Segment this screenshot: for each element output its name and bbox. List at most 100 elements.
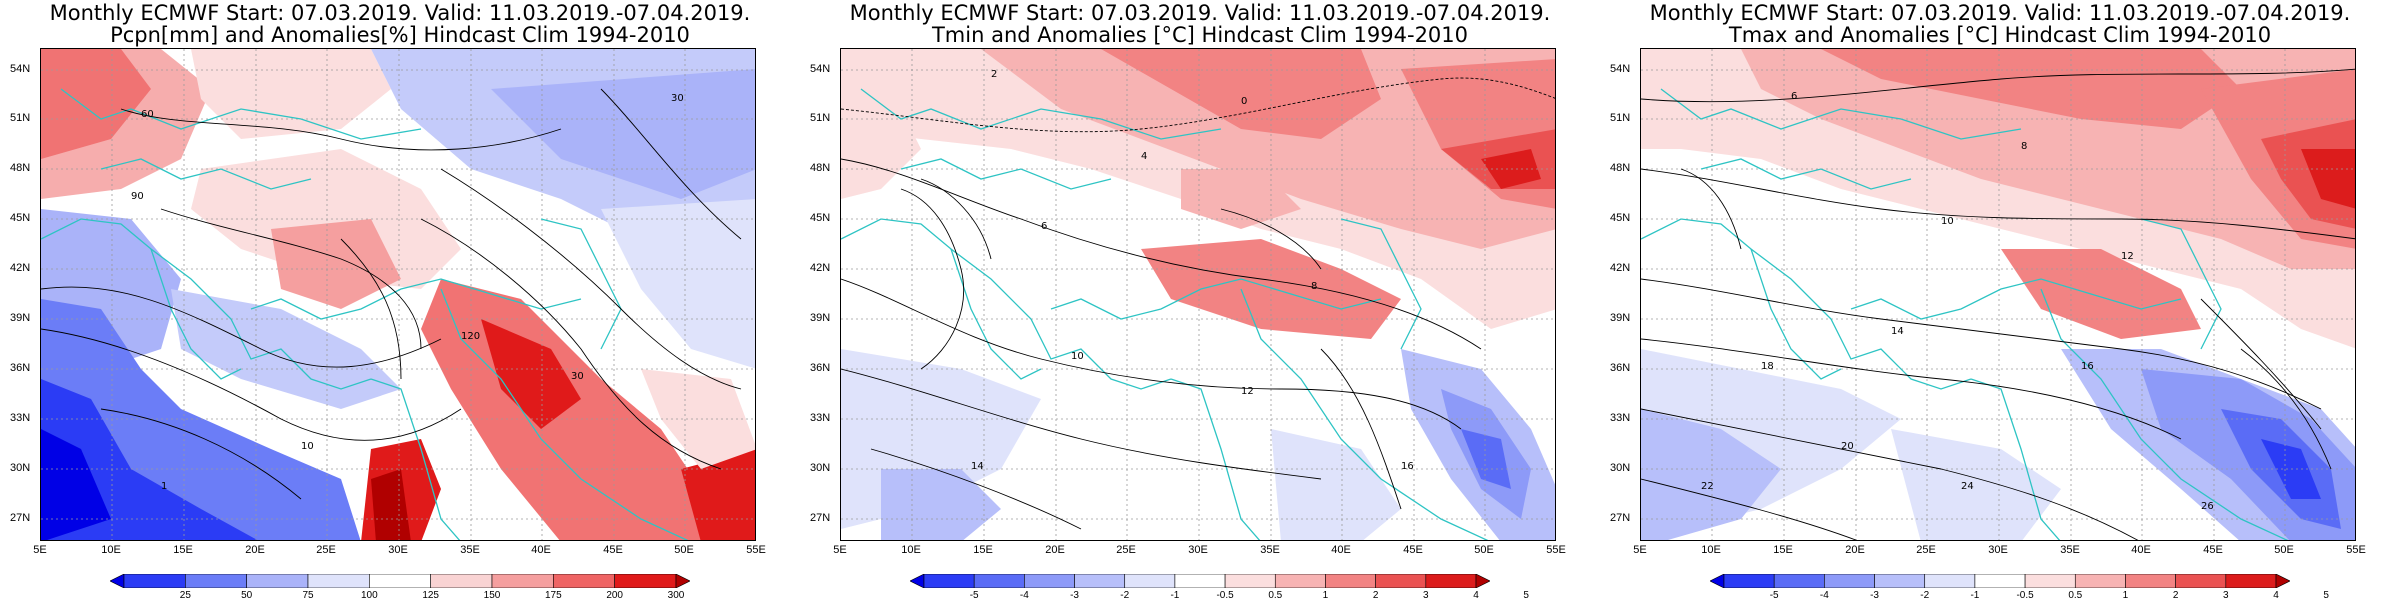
colorbar-label: -5	[1769, 590, 1779, 601]
lat-label: 48N	[810, 162, 831, 174]
colorbar-segment	[2024, 574, 2076, 588]
lon-label: 35E	[2060, 544, 2080, 556]
colorbar-label: 5	[2323, 590, 2329, 601]
lon-label: 50E	[2274, 544, 2294, 556]
colorbar-label: 2	[1372, 590, 1379, 601]
lon-label: 50E	[1474, 544, 1494, 556]
lat-label: 39N	[10, 312, 31, 324]
colorbar-label: -5	[969, 590, 979, 601]
lon-label: 50E	[674, 544, 694, 556]
contour-label: 16	[1401, 461, 1414, 472]
colorbar-label: -4	[1819, 590, 1829, 601]
panel-title-line1: Monthly ECMWF Start: 07.03.2019. Valid: …	[849, 1, 1551, 25]
tmin-map[interactable]: 2 0 4 6 8 10 12 14 16	[840, 48, 1556, 541]
colorbar-segment	[614, 574, 677, 588]
colorbar-low-arrow	[1710, 574, 1725, 588]
lat-label: 45N	[1610, 212, 1631, 224]
colorbar-label: -3	[1870, 590, 1879, 601]
lon-label: 35E	[460, 544, 480, 556]
contour-label: 26	[2201, 501, 2214, 512]
contour-label: 1	[161, 481, 167, 492]
panel-tmin: Monthly ECMWF Start: 07.03.2019. Valid: …	[800, 0, 1600, 601]
lon-label: 25E	[1916, 544, 1936, 556]
lat-label: 48N	[10, 162, 31, 174]
lon-label: 55E	[746, 544, 766, 556]
colorbar-segment	[1723, 574, 1775, 588]
colorbar-label: -1	[1970, 590, 1980, 601]
panel-tmax: Monthly ECMWF Start: 07.03.2019. Valid: …	[1600, 0, 2400, 601]
lon-label: 20E	[1845, 544, 1865, 556]
lon-label: 45E	[1403, 544, 1423, 556]
colorbar-segment	[307, 574, 370, 588]
colorbar-high-arrow	[675, 574, 690, 588]
lat-label: 27N	[810, 512, 831, 524]
contour-label: 24	[1961, 481, 1974, 492]
lon-label: 25E	[316, 544, 336, 556]
lat-label: 27N	[1610, 512, 1631, 524]
panel-title-line2: Tmin and Anomalies [°C] Hindcast Clim 19…	[931, 23, 1469, 47]
colorbar-label: 5	[1523, 590, 1529, 601]
contour-label: 10	[1941, 216, 1954, 227]
colorbar-label: -0.5	[2016, 590, 2034, 601]
lon-label: 15E	[173, 544, 193, 556]
lon-label: 40E	[531, 544, 551, 556]
colorbar-segment	[1425, 574, 1477, 588]
colorbar-label: 0.5	[1268, 590, 1283, 601]
lat-label: 54N	[10, 63, 31, 75]
colorbar-label: -0.5	[1216, 590, 1234, 601]
colorbar-label: -2	[1120, 590, 1130, 601]
contour-label: 10	[1071, 351, 1084, 362]
contour-label: 14	[971, 461, 984, 472]
contour-label: 14	[1891, 326, 1904, 337]
colorbar-label: 3	[1423, 590, 1429, 601]
lat-label: 54N	[810, 63, 831, 75]
colorbar-segment	[1325, 574, 1376, 588]
lat-label: 51N	[10, 112, 31, 124]
lat-label: 36N	[1610, 362, 1631, 374]
lon-label: 25E	[1116, 544, 1136, 556]
colorbar-label: 25	[179, 590, 191, 601]
colorbar-label: 100	[360, 590, 378, 601]
colorbar-segment	[1824, 574, 1875, 588]
lat-label: 27N	[10, 512, 31, 524]
colorbar-label: 1	[1322, 590, 1329, 601]
colorbar-segment	[1924, 574, 1976, 588]
contour-label: 6	[1791, 91, 1797, 102]
lat-label: 33N	[1610, 412, 1631, 424]
tmax-map[interactable]: 6 8 10 12 14 16 18 20 22 24 26	[1640, 48, 2356, 541]
colorbar	[910, 574, 1490, 588]
lon-label: 55E	[2346, 544, 2366, 556]
lon-label: 45E	[2203, 544, 2223, 556]
colorbar	[1710, 574, 2290, 588]
contour-label: 10	[301, 441, 314, 452]
colorbar-label: 4	[2273, 590, 2279, 601]
lat-label: 30N	[1610, 462, 1631, 474]
lon-label: 15E	[973, 544, 993, 556]
colorbar-segment	[246, 574, 309, 588]
colorbar-segment	[1074, 574, 1126, 588]
colorbar-label: 0.5	[2068, 590, 2083, 601]
contour-label: 16	[2081, 361, 2094, 372]
contour-label: 4	[1141, 151, 1147, 162]
lat-label: 33N	[810, 412, 831, 424]
lat-label: 54N	[1610, 63, 1631, 75]
lon-label: 20E	[245, 544, 265, 556]
colorbar-segment	[1274, 574, 1326, 588]
precipitation-map[interactable]: 30 60 90 120 10 1 30	[40, 48, 756, 541]
contour-label: 60	[141, 109, 154, 120]
colorbar-label: 75	[302, 590, 314, 601]
contour-label: 120	[461, 331, 480, 342]
contour-label: 22	[1701, 481, 1714, 492]
colorbar-segment	[185, 574, 247, 588]
colorbar-segment	[1375, 574, 1427, 588]
lat-label: 42N	[10, 262, 31, 274]
colorbar-segment	[1874, 574, 1926, 588]
contour-label: 30	[571, 371, 584, 382]
colorbar-segment	[553, 574, 615, 588]
panel-precipitation: Monthly ECMWF Start: 07.03.2019. Valid: …	[0, 0, 800, 601]
colorbar-segment	[1024, 574, 1075, 588]
lon-label: 40E	[2131, 544, 2151, 556]
lon-label: 30E	[388, 544, 408, 556]
colorbar-segment	[369, 574, 431, 588]
lat-label: 30N	[10, 462, 31, 474]
